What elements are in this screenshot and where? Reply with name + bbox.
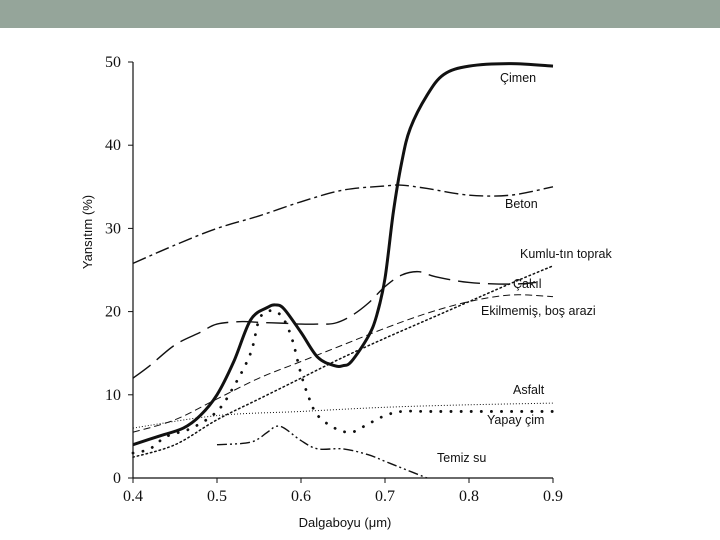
series-label: Yapay çim (487, 413, 544, 427)
y-tick-label: 40 (105, 137, 121, 154)
x-tick-label: 0.9 (543, 488, 563, 505)
x-axis-title: Dalgaboyu (μm) (299, 515, 392, 530)
series-line-ak-l (132, 270, 537, 379)
series-line-yapay-im (131, 309, 555, 455)
y-tick-label: 10 (105, 387, 121, 404)
x-tick-label: 0.8 (459, 488, 479, 505)
y-tick-label: 50 (105, 54, 121, 71)
x-tick-label: 0.6 (291, 488, 311, 505)
series-label: Asfalt (513, 383, 545, 397)
series-label: Temiz su (437, 451, 486, 465)
y-axis-title: Yansıtım (%) (80, 195, 95, 269)
series-label: Ekilmemiş, boş arazi (481, 304, 596, 318)
x-tick-label: 0.5 (207, 488, 227, 505)
y-tick-label: 20 (105, 304, 121, 321)
series-line-kumlu-t-n-toprak (132, 265, 554, 458)
chart-ticks: 0.4 0.5 0.6 0.7 0.8 0.9 0 10 20 30 40 50 (105, 54, 563, 505)
y-tick-label: 0 (113, 470, 121, 487)
series-label: Kumlu-tın toprak (520, 247, 612, 261)
x-tick-label: 0.7 (375, 488, 395, 505)
series-label: Beton (505, 197, 538, 211)
chart-axes (132, 62, 553, 479)
header-bar (0, 0, 720, 28)
series-line-temiz-su (216, 425, 428, 479)
series-line-beton (132, 184, 554, 264)
series-labels: Çimen Beton Kumlu-tın toprak Çakıl Ekilmemiş… (437, 71, 612, 465)
x-tick-label: 0.4 (123, 488, 143, 505)
series-label: Çimen (500, 71, 536, 85)
series-label: Çakıl (513, 277, 541, 291)
series-layer (131, 62, 555, 479)
y-tick-label: 30 (105, 220, 121, 237)
series-line-imen (132, 62, 554, 447)
